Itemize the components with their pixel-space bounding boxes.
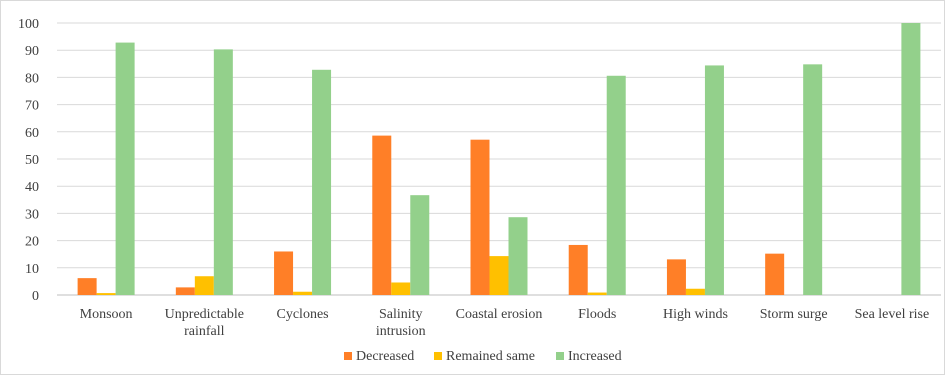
x-tick-label: Coastal erosion [456,307,543,322]
y-axis-ticks: 0 10 20 30 40 50 60 70 80 90 100 [18,17,39,304]
bar-remained-same [293,291,313,295]
legend-label: Increased [568,349,622,364]
bar-increased [508,217,528,295]
y-tick-label: 60 [25,126,39,141]
x-tick-label: High winds [663,307,728,322]
bar-decreased [470,139,490,295]
bar-remained-same [587,292,607,295]
y-tick-label: 70 [25,99,39,114]
y-tick-label: 0 [32,289,39,304]
x-tick-label: Monsoon [80,307,133,322]
bar-increased [312,69,332,295]
x-tick-label: Cyclones [277,307,329,322]
legend-label: Remained same [446,349,535,364]
bar-remained-same [96,293,116,295]
bar-increased [410,195,430,295]
bar-decreased [666,259,686,295]
bar-decreased [372,135,392,295]
bar-increased [803,64,823,296]
gridlines [57,22,941,296]
bars [77,23,921,296]
x-tick-label: Salinity intrusion [376,307,426,339]
x-axis-ticks: Monsoon Unpredictable rainfall Cyclones Sali… [80,307,930,339]
legend-swatch [556,352,564,360]
bar-decreased [77,278,97,295]
y-tick-label: 50 [25,153,39,168]
y-tick-label: 10 [25,262,39,277]
legend-swatch [344,352,352,360]
y-tick-label: 20 [25,235,39,250]
legend-label: Decreased [356,349,414,364]
bar-decreased [765,253,785,295]
y-tick-label: 30 [25,207,39,222]
bar-decreased [568,244,588,295]
bar-increased [901,23,921,295]
y-tick-label: 90 [25,44,39,59]
bar-remained-same [489,256,509,295]
bar-remained-same [685,288,705,295]
bar-remained-same [194,276,214,295]
y-tick-label: 80 [25,71,39,86]
bar-increased [213,49,233,295]
bar-increased [704,65,724,295]
x-tick-label: Unpredictable rainfall [165,307,244,339]
bar-decreased [274,251,294,295]
bar-increased [115,42,135,295]
bar-increased [606,75,626,295]
y-tick-label: 40 [25,180,39,195]
y-tick-label: 100 [18,17,39,32]
x-tick-label: Sea level rise [855,307,930,322]
legend-swatch [434,352,442,360]
legend: Decreased Remained same Increased [344,349,622,364]
x-tick-label: Storm surge [760,307,828,322]
bar-remained-same [391,282,411,295]
bar-decreased [175,287,195,295]
x-tick-label: Floods [578,307,616,322]
